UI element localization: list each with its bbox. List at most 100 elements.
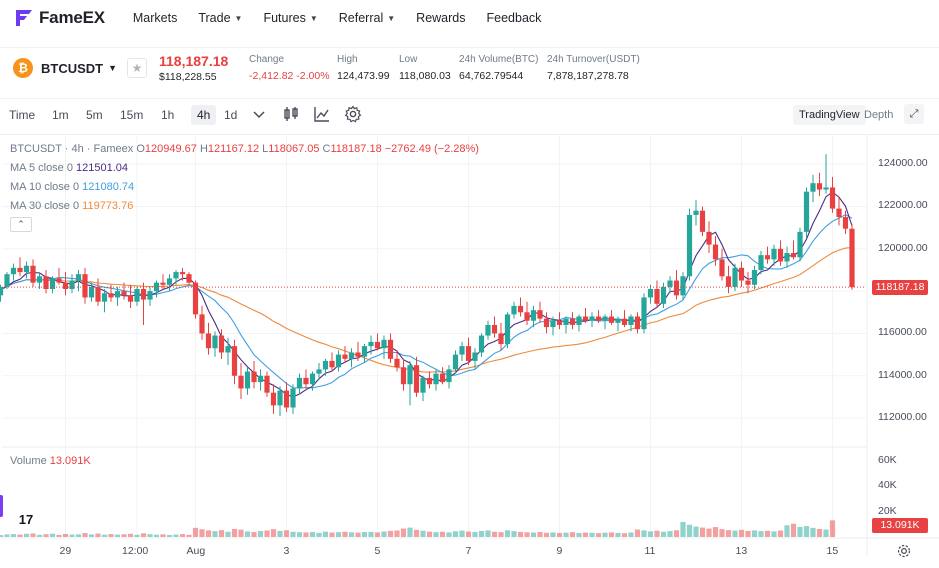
- timeframe-1d[interactable]: 1d: [224, 108, 238, 122]
- volume-bar: [316, 532, 322, 537]
- candle-body: [56, 278, 62, 283]
- volume-bar: [673, 530, 680, 537]
- candle-body: [121, 291, 127, 296]
- volume-bar: [751, 530, 758, 537]
- candle-body: [504, 314, 511, 345]
- candlestick-chart[interactable]: [0, 135, 939, 568]
- candle-body: [283, 390, 290, 408]
- timeframe-1m[interactable]: 1m: [52, 108, 69, 122]
- candle-body: [4, 274, 10, 287]
- volume-bar: [439, 531, 446, 537]
- candle-body: [797, 231, 803, 258]
- timeframe-5m[interactable]: 5m: [86, 108, 103, 122]
- chevron-down-icon: ▼: [309, 13, 318, 23]
- tradingview-logo-icon[interactable]: 17: [18, 511, 34, 527]
- ma10-row: MA 10 close 0 121080.74: [10, 181, 479, 200]
- stat-value: 64,762.79544: [459, 70, 524, 82]
- fullscreen-expand-icon[interactable]: ⤢: [904, 104, 924, 124]
- candle-body: [452, 354, 459, 370]
- candle-body: [478, 335, 485, 353]
- view-tab-depth[interactable]: Depth: [864, 109, 894, 121]
- candle-body: [69, 280, 75, 289]
- chevron-down-icon: ▼: [108, 63, 118, 73]
- volume-bar: [309, 532, 316, 537]
- chevron-down-icon[interactable]: [250, 105, 268, 123]
- candle-body: [426, 377, 433, 385]
- indicator-icon[interactable]: [313, 105, 331, 123]
- nav-item-trade[interactable]: Trade ▼: [198, 11, 242, 25]
- candle-body: [101, 293, 108, 302]
- volume-axis-label: 40K: [878, 479, 897, 492]
- nav-item-feedback[interactable]: Feedback: [487, 11, 542, 25]
- chart-settings-gear-icon[interactable]: [897, 544, 911, 558]
- volume-bar: [686, 524, 693, 537]
- candle-body: [517, 305, 524, 313]
- volume-bar: [719, 529, 725, 537]
- volume-bar: [251, 532, 257, 537]
- favorite-star-icon[interactable]: ★: [127, 58, 147, 78]
- volume-bar: [784, 525, 790, 537]
- volume-bar: [30, 533, 36, 537]
- timeframe-4h[interactable]: 4h: [191, 105, 217, 125]
- legend-high-label: H: [199, 143, 208, 155]
- volume-value: 13.091K: [49, 455, 91, 467]
- volume-bar: [543, 532, 550, 537]
- stat-high: High 124,473.99: [337, 54, 390, 82]
- nav-item-rewards[interactable]: Rewards: [416, 11, 465, 25]
- candle-body: [439, 373, 446, 383]
- time-axis-label: 13: [735, 545, 748, 557]
- time-axis-label: 5: [374, 545, 381, 557]
- volume-bar: [530, 532, 537, 537]
- chart-legend: BTCUSDT · 4h · Fameex O120949.67 H121167…: [10, 143, 479, 219]
- last-price-usd: $118,228.55: [159, 71, 217, 83]
- timeframe-15m[interactable]: 15m: [120, 108, 144, 122]
- candle-body: [387, 339, 394, 359]
- brand-logo[interactable]: FameEX: [14, 8, 105, 28]
- candle-body: [218, 335, 225, 353]
- candle-body: [166, 278, 173, 285]
- price-axis-label: 112000.00: [878, 411, 927, 424]
- ma5-row: MA 5 close 0 121501.04: [10, 162, 479, 181]
- time-axis-label: 12:00: [122, 545, 149, 557]
- view-tab-tradingview[interactable]: TradingView: [793, 105, 866, 125]
- nav-item-futures[interactable]: Futures ▼: [263, 11, 317, 25]
- stat-low: Low 118,080.03: [399, 54, 451, 82]
- nav-item-referral[interactable]: Referral ▼: [339, 11, 395, 25]
- volume-bar: [394, 530, 400, 537]
- volume-bar: [270, 529, 277, 537]
- candle-body: [36, 276, 43, 283]
- nav-item-label: Feedback: [486, 11, 542, 25]
- side-panel-tab[interactable]: [0, 495, 3, 517]
- symbol-selector[interactable]: ₿ BTCUSDT ▼: [13, 58, 117, 78]
- candlestick-icon[interactable]: [282, 105, 300, 123]
- volume-bar: [491, 531, 498, 537]
- candle-body: [296, 377, 303, 389]
- candle-body: [823, 187, 829, 190]
- timeframe-time[interactable]: Time: [9, 108, 36, 122]
- chart-area[interactable]: BTCUSDT · 4h · Fameex O120949.67 H121167…: [0, 134, 939, 568]
- volume-axis-label: 60K: [878, 453, 897, 466]
- nav-item-markets[interactable]: Markets: [133, 11, 177, 25]
- volume-bar: [413, 529, 420, 537]
- volume-bar: [212, 531, 218, 537]
- candle-body: [82, 274, 88, 298]
- candle-body: [615, 318, 621, 323]
- stat-label: Change: [249, 54, 285, 65]
- ma5-label: MA 5 close 0: [10, 162, 73, 174]
- candle-body: [192, 282, 199, 315]
- volume-bar: [43, 534, 49, 537]
- settings-icon[interactable]: [344, 105, 362, 123]
- volume-bar: [62, 533, 69, 537]
- candle-body: [738, 267, 745, 281]
- legend-low: 118067.05: [268, 143, 320, 155]
- candle-body: [251, 371, 257, 383]
- ma10-line: [0, 214, 853, 389]
- timeframe-1h[interactable]: 1h: [161, 108, 175, 122]
- candle-body: [335, 354, 342, 368]
- volume-bar: [88, 534, 95, 537]
- volume-bar: [147, 534, 153, 537]
- candle-body: [264, 375, 270, 393]
- candle-body: [777, 248, 784, 262]
- collapse-legend-icon[interactable]: ⌃: [10, 217, 32, 232]
- volume-bar: [693, 526, 699, 537]
